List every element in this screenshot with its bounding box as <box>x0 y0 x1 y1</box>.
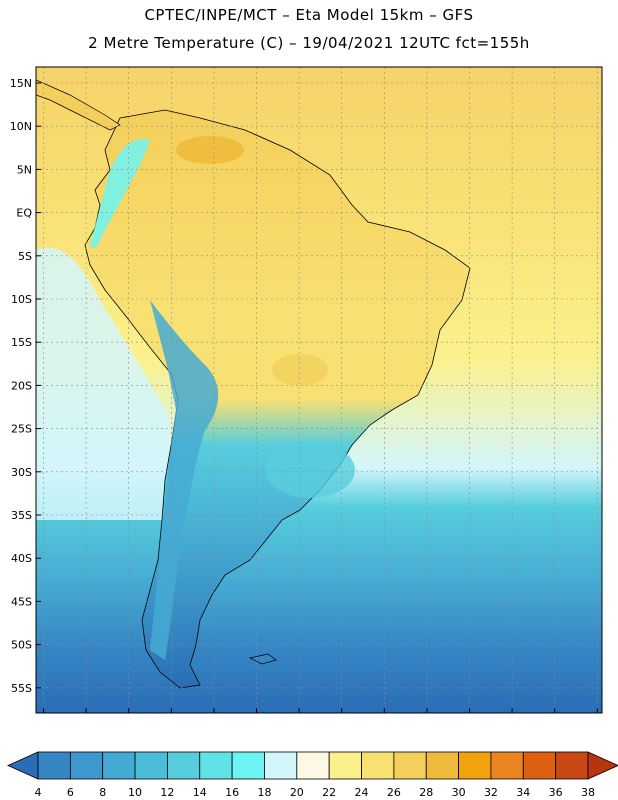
andes-north <box>90 139 150 249</box>
uruguay-cool-area <box>265 442 355 498</box>
lat-label: 35S <box>11 509 32 522</box>
colorbar-tick-label: 6 <box>67 786 74 799</box>
colorbar-tick-label: 10 <box>128 786 142 799</box>
colorbar-tick-label: 32 <box>484 786 498 799</box>
lat-label: 25S <box>11 423 32 436</box>
lat-label: 20S <box>11 379 32 392</box>
lat-label: 15S <box>11 336 32 349</box>
lat-label: 55S <box>11 682 32 695</box>
colorbar-swatch <box>490 751 524 780</box>
colorbar-tick-label: 36 <box>549 786 563 799</box>
colorbar-swatch <box>134 751 168 780</box>
lon-label: 80W <box>74 718 99 720</box>
lon-label: 60W <box>244 718 269 720</box>
lat-label: 10S <box>11 293 32 306</box>
lat-label: 15N <box>10 77 32 90</box>
map-subtitle: 2 Metre Temperature (C) – 19/04/2021 12U… <box>88 34 530 52</box>
lat-label: 5S <box>18 250 32 263</box>
latitude-labels: 15N 10N 5N EQ 5S 10S 15S 20S 25S 30S 35S 40S 45S 50S 5… <box>10 77 41 695</box>
colorbar-swatch <box>231 751 265 780</box>
colorbar-swatch <box>296 751 330 780</box>
lon-label: 55W <box>287 718 312 720</box>
map-field <box>36 67 602 713</box>
colorbar-swatch <box>199 751 233 780</box>
map-frame <box>35 66 603 714</box>
lat-label: EQ <box>16 207 32 220</box>
colorbar-tick-label: 24 <box>355 786 369 799</box>
lon-label: 25W <box>542 718 567 720</box>
lon-label: 70W <box>159 718 184 720</box>
colorbar-tick-label: 22 <box>322 786 336 799</box>
lat-label: 5N <box>17 163 32 176</box>
lon-label: 75W <box>116 718 141 720</box>
lon-label: 40W <box>414 718 439 720</box>
colorbar-swatch <box>393 751 427 780</box>
falkland-islands <box>248 653 277 665</box>
lon-label: 45W <box>372 718 397 720</box>
colorbar-swatch <box>328 751 362 780</box>
lon-label: 35W <box>457 718 482 720</box>
colorbar-tick-label: 28 <box>419 786 433 799</box>
central-america <box>36 79 121 131</box>
lon-label: 85W <box>31 718 56 720</box>
colorbar-swatch <box>555 751 589 780</box>
lat-label: 45S <box>11 595 32 608</box>
colorbar-arrow-high <box>587 751 618 780</box>
pacific-cool-band <box>36 247 170 520</box>
lon-label: 50W <box>329 718 354 720</box>
colorbar-swatch <box>167 751 201 780</box>
temperature-map: 15N 10N 5N EQ 5S 10S 15S 20S 25S 30S 35S 40S 45S 50S 5… <box>10 66 610 720</box>
chaco-hotspot <box>272 354 328 386</box>
colorbar-tick-label: 12 <box>160 786 174 799</box>
colorbar-swatch <box>361 751 395 780</box>
lon-label: 30W <box>500 718 525 720</box>
colorbar-swatch <box>37 751 71 780</box>
longitude-labels: 85W 80W 75W 70W 65W 60W 55W 50W 45W 40W 35W 30W 25W 2… <box>31 708 610 720</box>
graticule <box>36 67 602 713</box>
colorbar-swatch <box>425 751 459 780</box>
colorbar-swatch <box>102 751 136 780</box>
south-america-landmass <box>84 109 471 689</box>
colorbar-swatch <box>69 751 104 780</box>
colorbar-swatch <box>458 751 492 780</box>
colorbar-tick-label: 4 <box>35 786 42 799</box>
colorbar-swatch <box>264 751 298 780</box>
colorbar-tick-label: 30 <box>452 786 466 799</box>
colorbar-tick-label: 8 <box>99 786 106 799</box>
andes-south <box>150 300 219 660</box>
colorbar-swatch <box>522 751 557 780</box>
lon-label: 20W <box>585 718 610 720</box>
colorbar-tick-label: 16 <box>225 786 239 799</box>
venezuela-hotspot <box>176 136 244 164</box>
lat-label: 30S <box>11 466 32 479</box>
colorbar-arrow-low <box>7 751 39 780</box>
lat-label: 50S <box>11 639 32 652</box>
colorbar-tick-label: 18 <box>257 786 271 799</box>
lat-label: 10N <box>10 120 32 133</box>
map-title: CPTEC/INPE/MCT – Eta Model 15km – GFS <box>144 6 474 24</box>
colorbar-tick-label: 34 <box>516 786 530 799</box>
colorbar-tick-label: 26 <box>387 786 401 799</box>
lon-label: 65W <box>201 718 226 720</box>
colorbar-tick-label: 38 <box>581 786 595 799</box>
colorbar-tick-label: 14 <box>193 786 207 799</box>
colorbar-tick-label: 20 <box>290 786 304 799</box>
lat-label: 40S <box>11 552 32 565</box>
